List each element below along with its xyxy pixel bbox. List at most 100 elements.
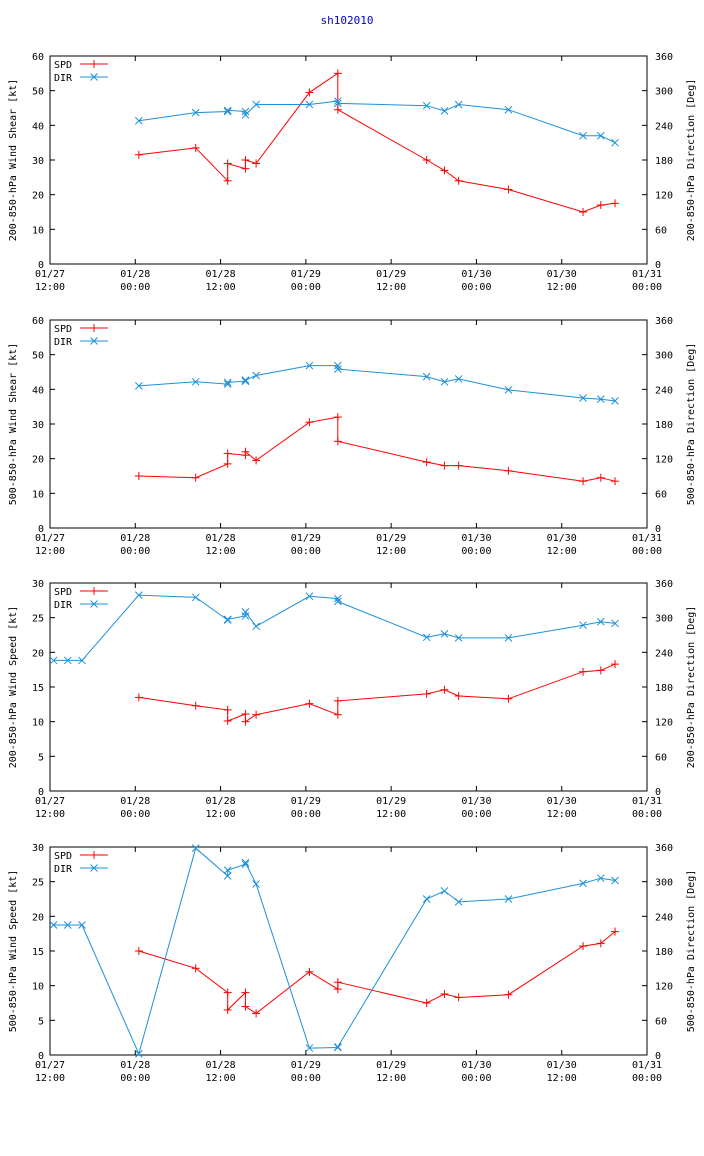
dir-point (305, 1044, 314, 1052)
x-tick-date: 01/30 (547, 1060, 577, 1071)
legend: SPD DIR (54, 851, 108, 875)
dir-point (596, 874, 605, 883)
left-tick-label: 60 (32, 316, 44, 327)
dir-point (241, 107, 250, 116)
spd-point (611, 660, 620, 669)
dir-point (611, 138, 619, 147)
dir-point (78, 921, 86, 929)
x-tick-date: 01/30 (547, 269, 577, 280)
x-tick-date: 01/28 (120, 533, 150, 544)
dir-point (504, 895, 513, 903)
spd-point (223, 159, 232, 168)
x-tick-time: 12:00 (206, 282, 236, 293)
dir-point (333, 99, 342, 108)
spd-point (504, 185, 513, 194)
plot-frame (49, 582, 648, 792)
x-tick-date: 01/30 (461, 796, 491, 807)
x-tick-time: 00:00 (632, 1073, 662, 1084)
x-tick-time: 12:00 (206, 1073, 236, 1084)
left-tick-label: 10 (32, 718, 44, 729)
spd-point (191, 701, 200, 710)
spd-point (305, 967, 314, 976)
x-tick-time: 00:00 (120, 282, 150, 293)
dir-point (191, 593, 200, 602)
legend-label-spd: SPD (54, 587, 72, 598)
dir-point (223, 380, 232, 388)
x-tick-time: 00:00 (632, 809, 662, 820)
spd-point (611, 199, 620, 208)
dir-point (252, 371, 260, 380)
spd-point (579, 208, 588, 216)
dir-point (504, 386, 513, 394)
x-tick-time: 12:00 (376, 1073, 406, 1084)
dir-point (454, 375, 463, 383)
spd-point (191, 473, 200, 482)
left-tick-label: 0 (38, 1051, 44, 1062)
spd-point (252, 1009, 261, 1018)
left-tick-label: 15 (32, 683, 44, 694)
x-tick-time: 00:00 (291, 1073, 321, 1084)
x-tick-date: 01/29 (376, 1060, 406, 1071)
dir-point (252, 622, 260, 631)
spd-series (134, 69, 620, 216)
left-tick-label: 40 (32, 121, 44, 132)
dir-point (134, 591, 143, 599)
right-tick-label: 180 (655, 420, 673, 431)
x-tick-date: 01/31 (632, 533, 662, 544)
spd-point (596, 939, 605, 948)
x-tick-time: 12:00 (35, 282, 65, 293)
legend-label-dir: DIR (54, 864, 73, 875)
spd-point (223, 459, 232, 468)
left-tick-label: 30 (32, 843, 44, 854)
x-tick-date: 01/29 (376, 796, 406, 807)
spd-point (454, 176, 463, 185)
dir-point (241, 377, 250, 386)
spd-point (440, 685, 449, 694)
dir-line (138, 365, 616, 402)
spd-point (134, 693, 143, 702)
dir-point (241, 860, 250, 869)
right-tick-label: 240 (655, 648, 673, 659)
dir-point (191, 377, 200, 386)
legend: SPD DIR (54, 587, 108, 611)
legend: SPD DIR (54, 60, 108, 84)
x-tick-time: 12:00 (35, 809, 65, 820)
dir-point (134, 1049, 143, 1058)
chart-panel-4: 05101520253006012018024030036001/2712:00… (8, 843, 697, 1084)
dir-point (579, 394, 587, 402)
x-tick-time: 00:00 (120, 809, 150, 820)
dir-line (53, 847, 616, 1056)
x-tick-time: 12:00 (547, 282, 577, 293)
spd-point (454, 461, 463, 470)
spd-point (223, 176, 232, 185)
dir-point (134, 382, 143, 390)
spd-point (252, 159, 261, 168)
x-tick-time: 12:00 (376, 282, 406, 293)
right-tick-label: 360 (655, 579, 673, 590)
spd-point (422, 689, 431, 698)
spd-point (252, 710, 261, 719)
page-title: sh102010 (321, 14, 374, 27)
chart-panel-2: 0 10 20 30 40 50 60 0 60 120 180 240 300 360 01/27 12:0… (8, 316, 697, 557)
dir-point (504, 105, 513, 114)
dir-point (422, 633, 431, 642)
right-tick-label: 300 (655, 351, 673, 362)
x-tick-time: 12:00 (206, 809, 236, 820)
x-tick-time: 12:00 (547, 1073, 577, 1084)
x-tick-time: 00:00 (291, 809, 321, 820)
spd-point (333, 978, 342, 987)
dir-point (252, 100, 260, 109)
x-tick-time: 12:00 (376, 809, 406, 820)
x-tick-date: 01/29 (291, 533, 321, 544)
dir-point (49, 921, 58, 929)
spd-point (305, 699, 314, 708)
dir-point (454, 100, 463, 109)
left-tick-label: 30 (32, 420, 44, 431)
left-tick-label: 0 (38, 787, 44, 798)
legend-label-dir: DIR (54, 600, 73, 611)
x-tick-date: 01/29 (291, 796, 321, 807)
right-tick-label: 180 (655, 947, 673, 958)
right-tick-label: 360 (655, 843, 673, 854)
x-tick-time: 00:00 (120, 546, 150, 557)
